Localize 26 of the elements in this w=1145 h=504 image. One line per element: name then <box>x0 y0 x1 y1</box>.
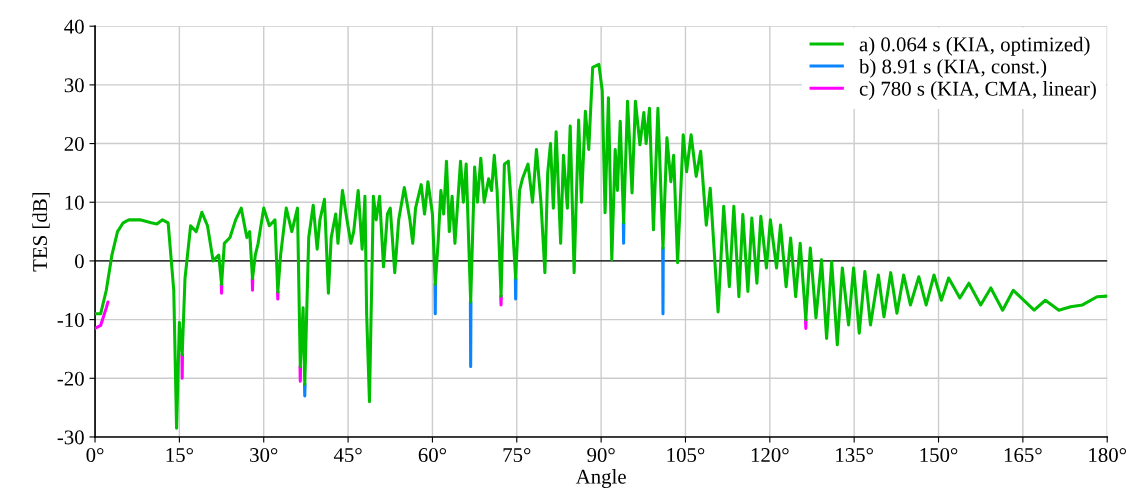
y-tick-label: 10 <box>65 195 84 210</box>
x-tick-label: 60° <box>418 447 446 463</box>
legend-label: b) 8.91 s (KIA, const.) <box>859 58 1047 78</box>
legend-label: c) 780 s (KIA, CMA, linear) <box>859 81 1096 100</box>
y-tick-label: 0 <box>75 254 84 269</box>
y-tick-label: 40 <box>64 19 84 34</box>
x-tick-label: 15° <box>166 447 193 463</box>
x-tick-label: 75° <box>503 447 531 463</box>
y-tick-label: -20 <box>57 371 84 386</box>
x-tick-label: 135° <box>836 447 873 463</box>
legend-label: a) 0.064 s (KIA, optimized) <box>859 36 1090 56</box>
x-axis-title: Angle <box>575 469 626 489</box>
y-tick-label: -30 <box>57 430 84 445</box>
y-tick-label: 30 <box>64 78 84 93</box>
x-tick-label: 150° <box>920 447 958 463</box>
y-tick-label: 20 <box>64 136 84 151</box>
x-tick-label: 0° <box>86 447 104 463</box>
x-tick-label: 120° <box>751 447 789 463</box>
x-tick-label: 90° <box>587 447 615 463</box>
x-tick-label: 45° <box>333 447 362 463</box>
x-tick-label: 180° <box>1089 447 1126 463</box>
x-tick-label: 105° <box>667 447 705 463</box>
y-axis-title: TES [dB] <box>32 192 50 272</box>
x-tick-label: 30° <box>250 447 278 463</box>
x-tick-label: 165° <box>1004 447 1042 463</box>
y-tick-label: -10 <box>57 312 84 328</box>
